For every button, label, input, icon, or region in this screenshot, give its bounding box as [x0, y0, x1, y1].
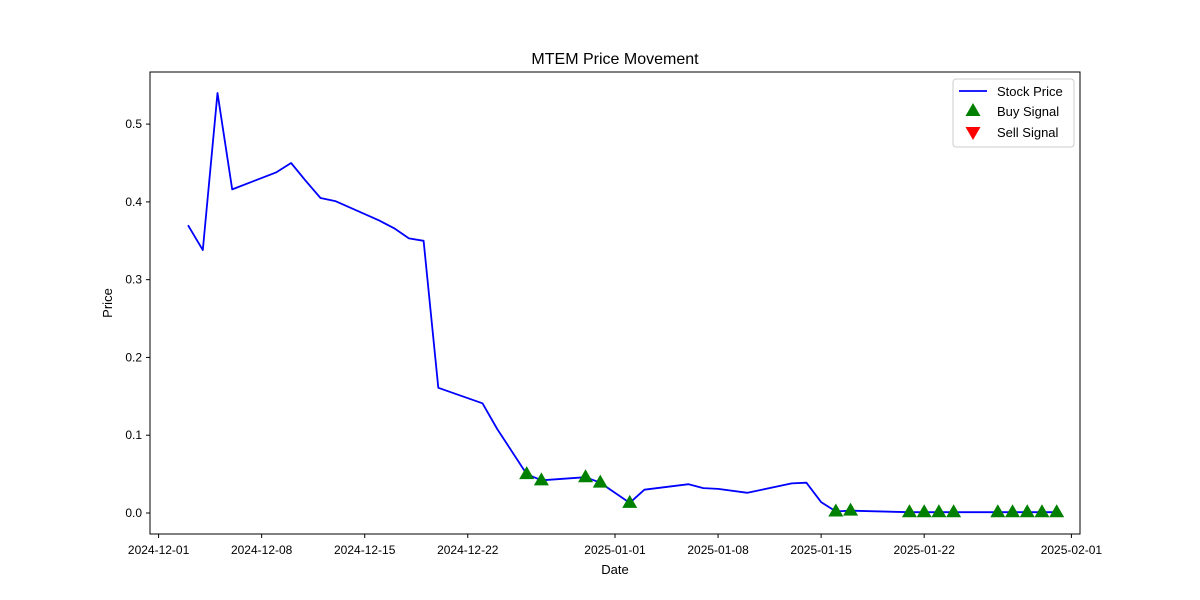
legend-entry: Buy Signal	[997, 104, 1059, 119]
buy-signal-marker	[828, 503, 844, 517]
legend-entry: Sell Signal	[997, 125, 1059, 140]
buy-signal-marker	[1005, 504, 1021, 518]
x-tick-label: 2025-01-08	[687, 543, 749, 557]
buy-signal-marker	[1049, 504, 1065, 518]
buy-signal-marker	[901, 504, 917, 518]
buy-signal-marker	[578, 469, 594, 483]
buy-signal-marker	[946, 504, 962, 518]
legend-box	[952, 78, 1075, 148]
y-tick-label: 0.4	[125, 195, 142, 209]
x-tick-label: 2024-12-08	[231, 543, 293, 557]
buy-signal-marker	[622, 494, 638, 508]
legend: Stock Price Buy Signal Sell Signal	[952, 78, 1075, 148]
x-tick-label: 2025-02-01	[1041, 543, 1103, 557]
y-tick-label: 0.3	[125, 273, 142, 287]
chart-title: MTEM Price Movement	[531, 51, 699, 68]
y-tick-label: 0.5	[125, 117, 142, 131]
y-axis: 0.0 0.1 0.2 0.3 0.4 0.5	[125, 117, 150, 520]
y-axis-label: Price	[100, 288, 115, 318]
legend-sell-swatch	[965, 127, 981, 140]
x-tick-label: 2025-01-15	[790, 543, 852, 557]
buy-signal-marker	[843, 502, 859, 516]
y-tick-label: 0.2	[125, 350, 142, 364]
buy-signal-marker	[1034, 504, 1050, 518]
buy-signal-marker	[592, 474, 608, 488]
y-tick-label: 0.1	[125, 428, 142, 442]
buy-signal-marker	[533, 472, 549, 486]
buy-signal-marker	[931, 504, 947, 518]
legend-entry: Stock Price	[997, 84, 1063, 99]
x-axis: 2024-12-01 2024-12-08 2024-12-15 2024-12-22…	[128, 534, 1103, 557]
axes-frame	[149, 71, 1081, 535]
x-tick-label: 2025-01-22	[893, 543, 955, 557]
price-line	[187, 92, 1057, 514]
plot-content	[187, 92, 1065, 518]
legend-buy-swatch	[965, 103, 981, 116]
y-tick-label: 0.0	[125, 506, 142, 520]
buy-signal-marker	[1019, 504, 1035, 518]
x-tick-label: 2024-12-15	[334, 543, 396, 557]
x-tick-label: 2024-12-22	[437, 543, 499, 557]
buy-signal-marker	[519, 466, 535, 480]
x-tick-label: 2024-12-01	[128, 543, 190, 557]
buy-signal-marker	[990, 504, 1006, 518]
x-tick-label: 2025-01-01	[584, 543, 646, 557]
x-axis-label: Date	[601, 562, 628, 577]
buy-signal-marker	[916, 504, 932, 518]
